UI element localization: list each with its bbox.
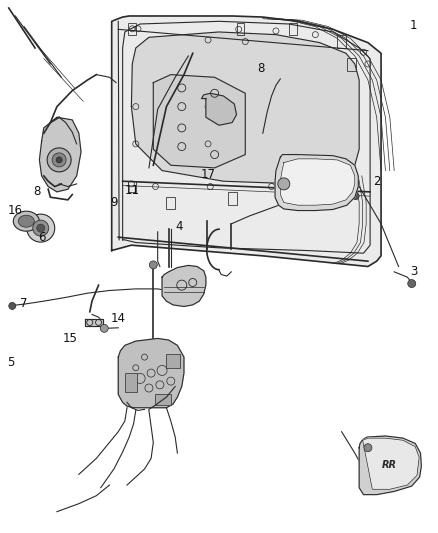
Text: 7: 7 (20, 297, 28, 310)
Bar (166, 197, 175, 209)
Text: 8: 8 (257, 62, 264, 75)
Bar (128, 181, 136, 192)
Polygon shape (118, 338, 184, 408)
Circle shape (9, 302, 16, 310)
Bar (228, 192, 237, 205)
Text: 8: 8 (34, 185, 41, 198)
Circle shape (27, 214, 55, 242)
Circle shape (52, 153, 66, 167)
Polygon shape (131, 32, 359, 184)
Bar (128, 23, 136, 35)
Bar (337, 35, 346, 48)
Ellipse shape (18, 215, 34, 227)
Text: 16: 16 (8, 204, 23, 217)
Bar (347, 58, 356, 71)
Text: 17: 17 (201, 168, 215, 181)
Ellipse shape (13, 211, 39, 231)
Polygon shape (275, 155, 358, 211)
Circle shape (408, 279, 416, 288)
Circle shape (278, 178, 290, 190)
Bar (289, 23, 297, 35)
Polygon shape (153, 75, 245, 168)
Text: 9: 9 (110, 196, 118, 209)
Text: 2: 2 (373, 175, 381, 188)
Circle shape (364, 443, 372, 452)
Bar (237, 23, 244, 35)
Circle shape (56, 157, 62, 163)
Polygon shape (201, 93, 237, 125)
Text: 4: 4 (176, 220, 184, 233)
Text: 5: 5 (7, 356, 14, 369)
Text: 6: 6 (38, 231, 46, 244)
Text: 15: 15 (63, 332, 78, 345)
Text: 1: 1 (410, 19, 418, 32)
Circle shape (47, 148, 71, 172)
Polygon shape (112, 16, 381, 266)
Circle shape (33, 220, 49, 236)
Bar (293, 187, 302, 200)
Circle shape (352, 192, 359, 200)
Bar (166, 354, 180, 368)
Polygon shape (39, 117, 81, 192)
Polygon shape (85, 319, 103, 326)
Text: 3: 3 (410, 265, 417, 278)
Polygon shape (162, 265, 206, 306)
Text: RR: RR (381, 461, 396, 470)
Polygon shape (363, 438, 419, 489)
Polygon shape (359, 436, 421, 495)
Polygon shape (280, 159, 355, 205)
Text: 11: 11 (125, 184, 140, 197)
Circle shape (100, 324, 108, 333)
Bar (125, 373, 137, 392)
Circle shape (37, 224, 45, 232)
Text: 14: 14 (111, 312, 126, 325)
Bar (155, 394, 171, 405)
Circle shape (149, 261, 157, 269)
